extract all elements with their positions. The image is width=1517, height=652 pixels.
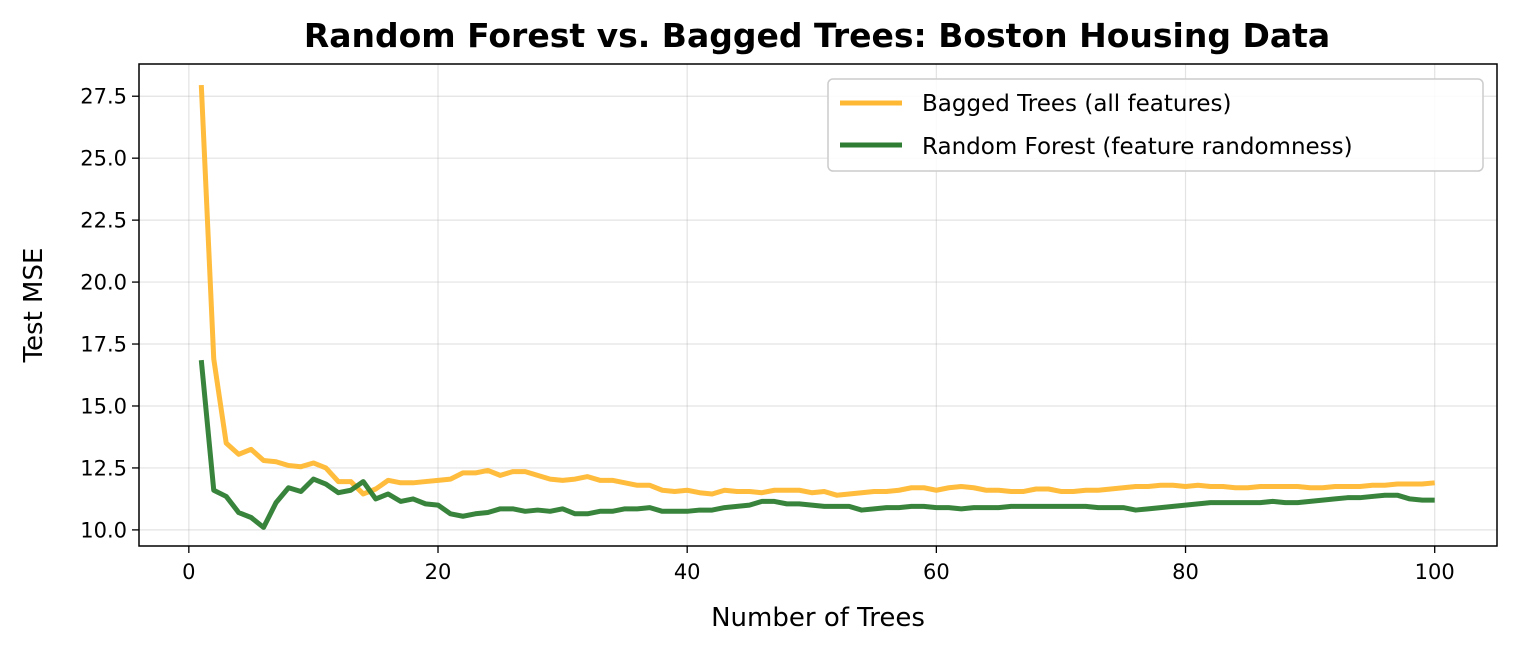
- random-forest-line: [198, 359, 1435, 530]
- x-tick-label: 60: [923, 560, 950, 584]
- x-tick-label: 40: [674, 560, 701, 584]
- legend-box: [827, 78, 1484, 172]
- x-tick-label: 100: [1415, 560, 1455, 584]
- x-tick-label: 0: [182, 560, 195, 584]
- y-tick-label: 15.0: [80, 394, 127, 418]
- y-tick-label: 25.0: [80, 147, 127, 171]
- y-tick-label: 17.5: [80, 333, 127, 357]
- y-tick-label: 20.0: [80, 271, 127, 295]
- plot-frame: [138, 63, 1498, 547]
- legend: Bagged Trees (all features) Random Fores…: [827, 78, 1484, 172]
- chart-title: Random Forest vs. Bagged Trees: Boston H…: [304, 16, 1330, 55]
- y-tick-label: 10.0: [80, 518, 127, 542]
- x-axis-label: Number of Trees: [711, 603, 925, 633]
- y-tick-label: 22.5: [80, 209, 127, 233]
- y-tick-label: 27.5: [80, 85, 127, 109]
- legend-label-bagged: Bagged Trees (all features): [922, 91, 1232, 117]
- grid: [139, 64, 1497, 546]
- x-tick-label: 80: [1172, 560, 1199, 584]
- y-tick-label: 12.5: [80, 456, 127, 480]
- legend-label-random-forest: Random Forest (feature randomness): [922, 134, 1353, 160]
- x-tick-label: 20: [425, 560, 452, 584]
- ticks: 0 20 40 60 80 100 10.0 12.5 15.0 17.5 20.0 22.5 25.0…: [80, 85, 1455, 584]
- bagged-trees-line: [198, 84, 1435, 498]
- series-layer: [198, 84, 1435, 530]
- y-axis-label: Test MSE: [19, 248, 49, 364]
